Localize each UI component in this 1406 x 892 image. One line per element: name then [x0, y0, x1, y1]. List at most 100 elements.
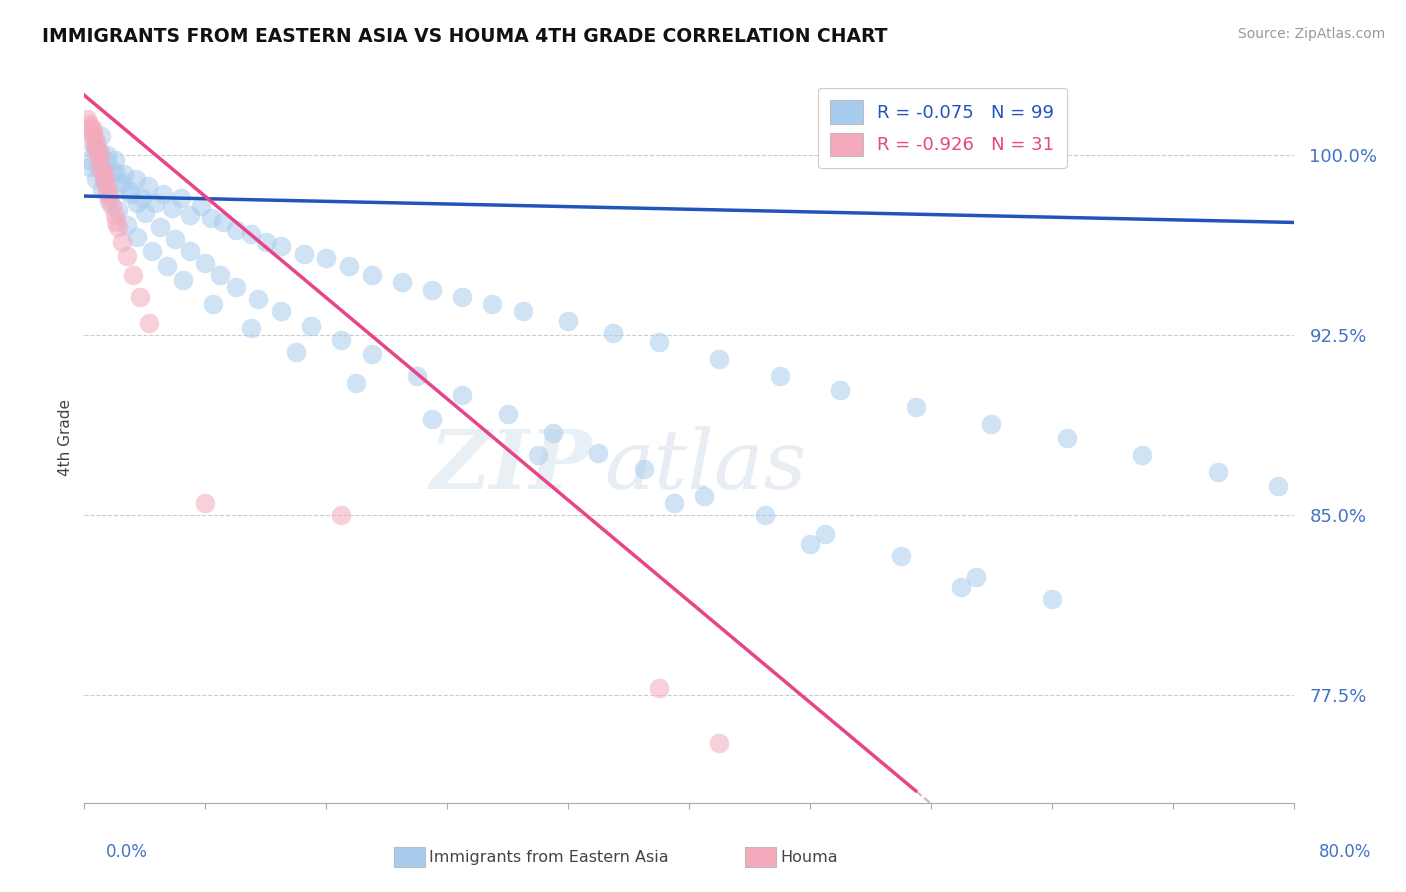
Point — [709, 352, 731, 367]
Point — [111, 175, 134, 189]
Point — [84, 136, 107, 151]
Point — [1206, 465, 1229, 479]
Point — [200, 211, 222, 225]
Point — [212, 215, 235, 229]
Point — [965, 570, 987, 584]
Point — [247, 292, 270, 306]
Point — [904, 400, 927, 414]
Point — [145, 196, 167, 211]
Point — [406, 368, 429, 383]
Point — [270, 304, 292, 318]
Point — [337, 259, 360, 273]
Point — [93, 172, 115, 186]
Point — [496, 407, 519, 421]
Point — [527, 448, 550, 462]
Point — [80, 124, 103, 138]
Point — [330, 508, 353, 522]
Point — [100, 199, 122, 213]
Point — [165, 232, 187, 246]
Point — [104, 153, 127, 167]
Point — [1040, 591, 1063, 606]
Point — [105, 215, 128, 229]
Point — [84, 134, 107, 148]
Point — [980, 417, 1002, 431]
Point — [94, 177, 117, 191]
Point — [121, 268, 143, 283]
Point — [91, 165, 114, 179]
Point — [136, 179, 159, 194]
Text: Source: ZipAtlas.com: Source: ZipAtlas.com — [1237, 27, 1385, 41]
Point — [84, 144, 107, 158]
Point — [96, 155, 118, 169]
Point — [420, 283, 443, 297]
Point — [87, 161, 110, 175]
Text: IMMIGRANTS FROM EASTERN ASIA VS HOUMA 4TH GRADE CORRELATION CHART: IMMIGRANTS FROM EASTERN ASIA VS HOUMA 4T… — [42, 27, 887, 45]
Point — [98, 186, 121, 201]
Point — [512, 304, 534, 318]
Point — [79, 120, 101, 134]
Point — [693, 489, 716, 503]
Point — [131, 191, 153, 205]
Point — [299, 318, 322, 333]
Point — [152, 186, 174, 201]
Point — [201, 297, 224, 311]
Point — [190, 199, 212, 213]
Point — [633, 462, 655, 476]
Point — [588, 445, 610, 459]
Point — [239, 227, 262, 242]
Point — [391, 276, 413, 290]
Point — [330, 333, 353, 347]
Point — [89, 144, 111, 158]
Point — [648, 681, 671, 695]
Point — [149, 220, 172, 235]
Point — [91, 182, 114, 196]
Point — [1267, 479, 1289, 493]
Point — [115, 249, 138, 263]
Point — [107, 203, 129, 218]
Legend: R = -0.075   N = 99, R = -0.926   N = 31: R = -0.075 N = 99, R = -0.926 N = 31 — [818, 87, 1067, 169]
Point — [209, 268, 232, 283]
Point — [108, 177, 131, 191]
Point — [172, 273, 194, 287]
Point — [179, 208, 201, 222]
Point — [118, 184, 141, 198]
Point — [481, 297, 503, 311]
Point — [112, 168, 135, 182]
Point — [104, 165, 127, 179]
Text: 0.0%: 0.0% — [105, 843, 148, 861]
Point — [129, 290, 152, 304]
Point — [541, 426, 564, 441]
Point — [648, 335, 671, 350]
Point — [890, 549, 912, 563]
Point — [80, 136, 103, 151]
Point — [239, 321, 262, 335]
Point — [662, 496, 685, 510]
Point — [194, 256, 217, 270]
Point — [270, 239, 292, 253]
Point — [557, 314, 579, 328]
Point — [96, 184, 118, 198]
Point — [96, 148, 118, 162]
Point — [115, 218, 138, 232]
Point — [100, 165, 122, 179]
Point — [754, 508, 776, 522]
Text: Immigrants from Eastern Asia: Immigrants from Eastern Asia — [429, 850, 668, 864]
Point — [90, 129, 112, 144]
Point — [87, 148, 110, 162]
Point — [950, 580, 973, 594]
Point — [170, 191, 193, 205]
Point — [156, 259, 179, 273]
Point — [107, 220, 129, 235]
Point — [360, 268, 382, 283]
Point — [1132, 448, 1154, 462]
Text: atlas: atlas — [605, 426, 807, 507]
Point — [82, 129, 104, 144]
Point — [315, 252, 337, 266]
Point — [769, 368, 792, 383]
Point — [138, 316, 160, 330]
Point — [127, 196, 149, 211]
Point — [86, 172, 108, 186]
Point — [93, 172, 115, 186]
Point — [86, 141, 108, 155]
Point — [141, 244, 163, 259]
